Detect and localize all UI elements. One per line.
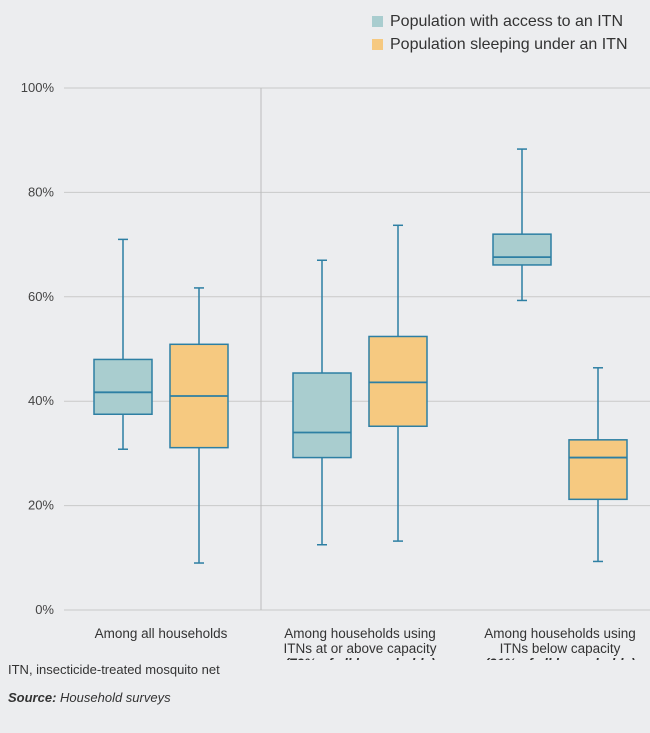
source-label: Source: — [8, 690, 57, 705]
y-tick-label-80: 80% — [28, 184, 54, 199]
box-access-group-2-iqr — [292, 372, 352, 459]
y-tick-label-0: 0% — [35, 602, 54, 617]
category-label-2-line-2: ITNs at or above capacity — [283, 641, 436, 656]
category-note-2: (79% of all households) — [285, 656, 436, 660]
legend-swatch-sleeping — [372, 39, 383, 50]
legend: Population with access to an ITN Populat… — [372, 10, 628, 56]
legend-item-sleeping: Population sleeping under an ITN — [372, 33, 628, 56]
y-tick-label-20: 20% — [28, 498, 54, 513]
legend-swatch-access — [372, 16, 383, 27]
legend-label-access: Population with access to an ITN — [390, 12, 624, 30]
category-note-3: (21% of all households) — [485, 656, 636, 660]
box-sleeping-group-3-iqr — [568, 439, 628, 501]
y-tick-label-60: 60% — [28, 289, 54, 304]
y-tick-label-40: 40% — [28, 393, 54, 408]
box-sleeping-group-2-iqr — [368, 335, 428, 428]
source-line: Source: Household surveys — [8, 690, 171, 705]
category-label-1-line-1: Among all households — [95, 626, 228, 641]
category-label-2-line-1: Among households using — [284, 626, 436, 641]
source-text: Household surveys — [60, 690, 171, 705]
box-access-group-1-iqr — [93, 358, 153, 416]
legend-item-access: Population with access to an ITN — [372, 10, 628, 33]
box-access-group-3-iqr — [492, 233, 552, 266]
y-tick-label-100: 100% — [21, 80, 55, 95]
category-label-3-line-1: Among households using — [484, 626, 636, 641]
category-label-3-line-2: ITNs below capacity — [500, 641, 621, 656]
box-plot-chart: 0% 20% 40% 60% 80% 100% Among all households Am… — [21, 80, 650, 660]
legend-label-sleeping: Population sleeping under an ITN — [390, 35, 628, 53]
footnote: ITN, insecticide-treated mosquito net — [8, 662, 220, 677]
